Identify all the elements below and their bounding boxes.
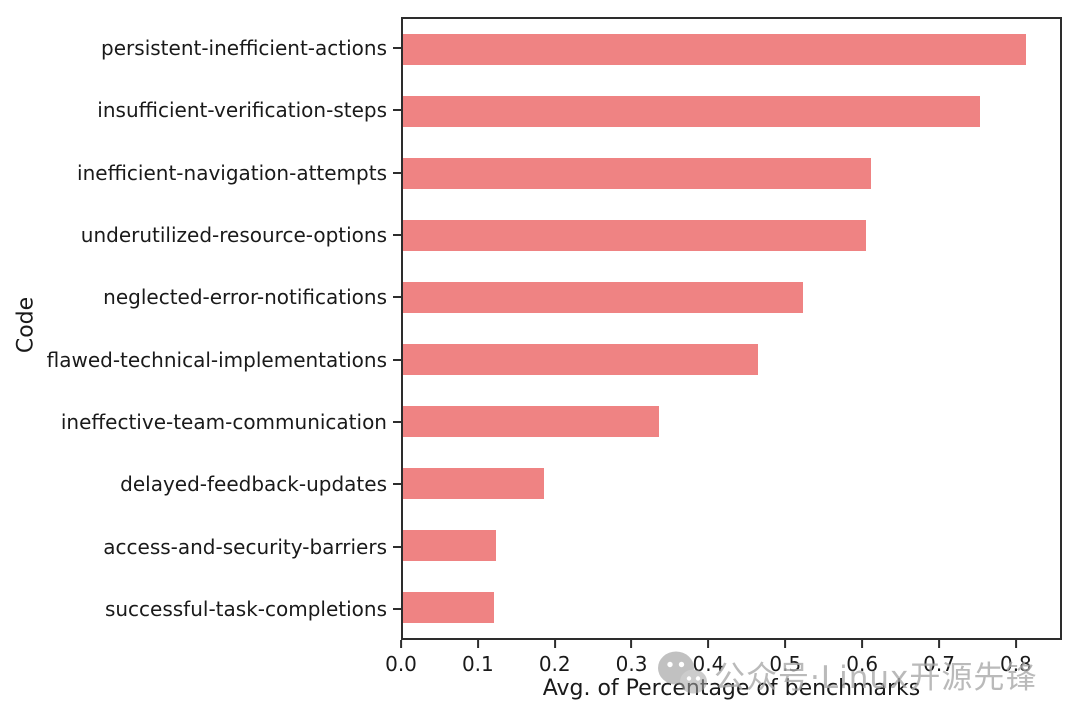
y-tick-mark xyxy=(393,607,401,610)
bar xyxy=(403,343,759,375)
x-tick: 0.5 xyxy=(769,640,801,676)
x-tick-label: 0.1 xyxy=(461,652,494,676)
category-label: insufficient-verification-steps xyxy=(97,98,387,123)
x-tick: 0.7 xyxy=(923,640,955,676)
x-tick-mark xyxy=(938,640,941,648)
x-axis-ticks: 0.0 0.1 0.2 0.3 0.4 0.5 0.6 0.7 0.8 xyxy=(385,640,1062,682)
category-label-row: access-and-security-barriers xyxy=(0,515,401,577)
bar xyxy=(403,591,494,623)
x-tick: 0.3 xyxy=(615,640,648,676)
bar xyxy=(403,282,804,314)
y-tick-mark xyxy=(393,358,401,361)
bar xyxy=(403,96,980,128)
category-label-row: underutilized-resource-options xyxy=(0,204,401,266)
y-tick-mark xyxy=(393,420,401,423)
y-tick-mark xyxy=(393,171,401,174)
category-label: successful-task-completions xyxy=(104,596,387,621)
x-tick: 0.4 xyxy=(692,640,725,676)
y-tick-mark xyxy=(393,47,401,50)
x-tick-mark xyxy=(400,640,402,648)
category-label: persistent-inefficient-actions xyxy=(101,36,387,61)
category-label: access-and-security-barriers xyxy=(103,534,387,559)
bar xyxy=(403,34,1026,66)
bar xyxy=(403,467,544,499)
category-label: ineffective-team-communication xyxy=(60,409,387,434)
category-label: flawed-technical-implementations xyxy=(46,347,387,372)
bar xyxy=(403,158,872,190)
category-label-row: inefficient-navigation-attempts xyxy=(0,142,401,204)
category-label: delayed-feedback-updates xyxy=(120,472,387,497)
x-tick: 0.1 xyxy=(462,640,494,676)
category-label: underutilized-resource-options xyxy=(80,223,387,248)
bar xyxy=(403,405,659,437)
y-axis-tick-labels: persistent-inefficient-actions insufficie… xyxy=(0,17,401,640)
x-tick-label: 0.7 xyxy=(923,652,955,676)
x-tick-mark xyxy=(707,640,710,648)
x-tick-label: 0.4 xyxy=(692,652,725,676)
bar-row xyxy=(403,267,1060,329)
category-label-row: insufficient-verification-steps xyxy=(0,79,401,141)
x-tick: 0.8 xyxy=(1000,640,1032,676)
x-tick-label: 0.6 xyxy=(846,652,879,676)
bar-row xyxy=(403,514,1060,576)
bar-row xyxy=(403,576,1060,638)
category-label-row: delayed-feedback-updates xyxy=(0,453,401,515)
x-tick-mark xyxy=(553,640,556,648)
y-tick-mark xyxy=(393,234,401,237)
category-label: inefficient-navigation-attempts xyxy=(77,160,387,185)
x-tick: 0.0 xyxy=(385,640,417,676)
bar xyxy=(403,220,866,252)
category-label-row: ineffective-team-communication xyxy=(0,391,401,453)
category-label-row: neglected-error-notifications xyxy=(0,266,401,328)
plot-area xyxy=(401,17,1062,640)
y-tick-mark xyxy=(393,545,401,548)
x-tick-mark xyxy=(1014,640,1017,648)
x-tick-label: 0.0 xyxy=(385,652,417,676)
bar-row xyxy=(403,452,1060,514)
category-label: neglected-error-notifications xyxy=(103,285,387,310)
x-tick-mark xyxy=(784,640,787,648)
x-tick-label: 0.8 xyxy=(999,652,1032,676)
x-tick-mark xyxy=(476,640,479,648)
bar-row xyxy=(403,19,1060,81)
category-label-row: persistent-inefficient-actions xyxy=(0,17,401,79)
x-tick-label: 0.3 xyxy=(615,652,648,676)
bar xyxy=(403,529,497,561)
x-tick-label: 0.5 xyxy=(769,652,802,676)
x-tick: 0.6 xyxy=(846,640,878,676)
bar-row xyxy=(403,143,1060,205)
x-tick-label: 0.2 xyxy=(538,652,571,676)
y-tick-mark xyxy=(393,109,401,112)
x-tick: 0.2 xyxy=(539,640,571,676)
bar-row xyxy=(403,329,1060,391)
x-axis-title: Avg. of Percentage of benchmarks xyxy=(542,676,921,701)
bar-row xyxy=(403,205,1060,267)
category-label-row: flawed-technical-implementations xyxy=(0,328,401,390)
x-tick-mark xyxy=(861,640,864,648)
x-tick-mark xyxy=(630,640,633,648)
y-tick-mark xyxy=(393,483,401,486)
category-label-row: successful-task-completions xyxy=(0,578,401,640)
bar-row xyxy=(403,81,1060,143)
bar-row xyxy=(403,390,1060,452)
y-tick-mark xyxy=(393,296,401,299)
